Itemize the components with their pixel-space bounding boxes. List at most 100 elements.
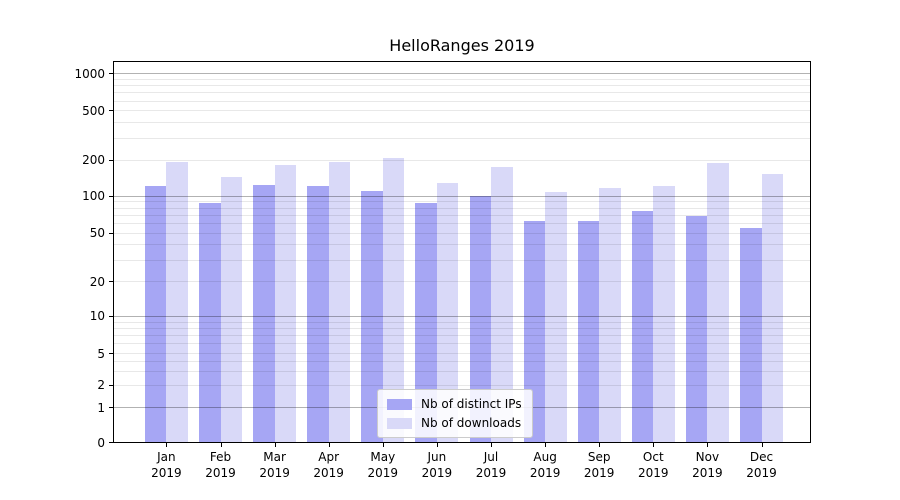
x-tick-label-sep: Sep 2019 bbox=[569, 449, 629, 481]
x-tick-label-jul: Jul 2019 bbox=[461, 449, 521, 481]
month-name: Feb bbox=[209, 450, 232, 464]
gridline-major bbox=[114, 315, 810, 317]
x-tick-label-aug: Aug 2019 bbox=[515, 449, 575, 481]
y-tick bbox=[109, 315, 113, 317]
bar-jun-downloads bbox=[436, 183, 459, 442]
bar-oct-distinct-ips bbox=[631, 211, 654, 442]
month-name: Aug bbox=[533, 450, 557, 464]
month-name: May bbox=[370, 450, 396, 464]
month-year: 2019 bbox=[746, 466, 777, 480]
gridline-minor bbox=[114, 79, 810, 80]
month-name: Jun bbox=[427, 450, 447, 464]
x-tick-label-feb: Feb 2019 bbox=[191, 449, 251, 481]
month-name: Mar bbox=[263, 450, 286, 464]
y-tick bbox=[109, 73, 113, 75]
gridline-minor bbox=[114, 321, 810, 323]
y-tick-label: 2 bbox=[97, 378, 105, 393]
month-name: Dec bbox=[749, 450, 774, 464]
x-tick bbox=[491, 443, 492, 447]
y-tick bbox=[109, 407, 113, 408]
gridline-minor bbox=[114, 360, 810, 362]
gridline-minor bbox=[114, 85, 810, 87]
x-tick bbox=[382, 443, 384, 447]
gridline-minor bbox=[114, 122, 810, 124]
y-tick-label: 200 bbox=[82, 153, 105, 168]
y-tick-label: 1000 bbox=[74, 66, 105, 81]
bar-jun-distinct-ips bbox=[415, 203, 437, 442]
y-tick-label: 100 bbox=[82, 189, 105, 204]
y-tick bbox=[109, 195, 113, 197]
month-year: 2019 bbox=[421, 466, 453, 480]
gridline-major bbox=[114, 195, 810, 197]
month-year: 2019 bbox=[205, 466, 236, 480]
bar-apr-downloads bbox=[328, 162, 351, 442]
gridline-minor bbox=[114, 335, 810, 336]
gridline-minor bbox=[114, 244, 810, 246]
gridline-minor bbox=[114, 214, 810, 216]
gridline-minor bbox=[114, 92, 810, 94]
x-tick-label-jan: Jan 2019 bbox=[136, 449, 196, 481]
gridline-minor bbox=[114, 222, 810, 224]
x-tick-label-apr: Apr 2019 bbox=[299, 449, 359, 481]
bar-dec-downloads bbox=[761, 174, 783, 442]
y-tick-label: 50 bbox=[89, 226, 105, 241]
gridline-minor bbox=[114, 207, 810, 209]
month-year: 2019 bbox=[638, 466, 669, 480]
month-year: 2019 bbox=[692, 466, 723, 480]
bar-sep-distinct-ips bbox=[577, 221, 600, 442]
chart-title: HelloRanges 2019 bbox=[389, 36, 535, 55]
month-year: 2019 bbox=[313, 466, 344, 480]
bar-may-downloads bbox=[382, 158, 405, 442]
x-tick-label-dec: Dec 2019 bbox=[732, 449, 792, 481]
y-tick-label: 1 bbox=[97, 400, 105, 415]
bar-feb-downloads bbox=[220, 177, 242, 442]
x-tick bbox=[436, 443, 438, 447]
month-name: Apr bbox=[318, 450, 340, 464]
legend-entry-distinct-ips: Nb of distinct IPs bbox=[387, 397, 522, 411]
y-tick-label: 10 bbox=[89, 309, 105, 324]
y-tick-label: 5 bbox=[97, 346, 105, 361]
month-name: Jul bbox=[483, 450, 499, 464]
y-tick-label: 0 bbox=[97, 435, 105, 450]
y-tick-label: 500 bbox=[82, 103, 105, 118]
plot-area: Nb of distinct IPs Nb of downloads bbox=[113, 61, 811, 443]
bar-jan-downloads bbox=[166, 162, 188, 442]
bar-jan-distinct-ips bbox=[144, 186, 167, 442]
bar-aug-distinct-ips bbox=[523, 221, 546, 442]
gridline-minor bbox=[114, 232, 810, 234]
y-tick bbox=[109, 159, 113, 161]
month-year: 2019 bbox=[583, 466, 615, 480]
month-year: 2019 bbox=[475, 466, 507, 480]
x-tick-label-nov: Nov 2019 bbox=[677, 449, 737, 481]
gridline-minor bbox=[114, 100, 810, 102]
y-tick bbox=[109, 384, 113, 386]
month-name: Sep bbox=[587, 450, 611, 464]
bar-nov-distinct-ips bbox=[685, 216, 708, 442]
bar-feb-distinct-ips bbox=[199, 203, 221, 442]
y-tick bbox=[109, 110, 113, 112]
grid-layer bbox=[114, 62, 810, 442]
x-tick-label-jun: Jun 2019 bbox=[407, 449, 467, 481]
x-tick-label-oct: Oct 2019 bbox=[623, 449, 683, 481]
gridline-minor bbox=[114, 343, 810, 345]
gridline-minor bbox=[114, 137, 810, 139]
bar-sep-downloads bbox=[599, 188, 621, 442]
bar-jul-downloads bbox=[491, 167, 513, 442]
x-tick-label-may: May 2019 bbox=[353, 449, 413, 481]
bar-mar-downloads bbox=[274, 165, 297, 442]
x-tick bbox=[707, 443, 709, 447]
x-tick bbox=[274, 443, 276, 447]
y-tick bbox=[109, 232, 113, 234]
x-tick bbox=[761, 443, 763, 447]
bar-nov-downloads bbox=[707, 163, 729, 442]
gridline-minor bbox=[114, 281, 810, 282]
y-tick bbox=[109, 353, 113, 354]
gridline-major bbox=[114, 73, 810, 75]
gridline-minor bbox=[114, 370, 810, 372]
legend-label-downloads: Nb of downloads bbox=[421, 416, 522, 430]
gridline-minor bbox=[114, 353, 810, 354]
x-tick bbox=[166, 443, 168, 447]
bar-aug-downloads bbox=[545, 192, 567, 442]
bars-layer bbox=[114, 62, 810, 442]
